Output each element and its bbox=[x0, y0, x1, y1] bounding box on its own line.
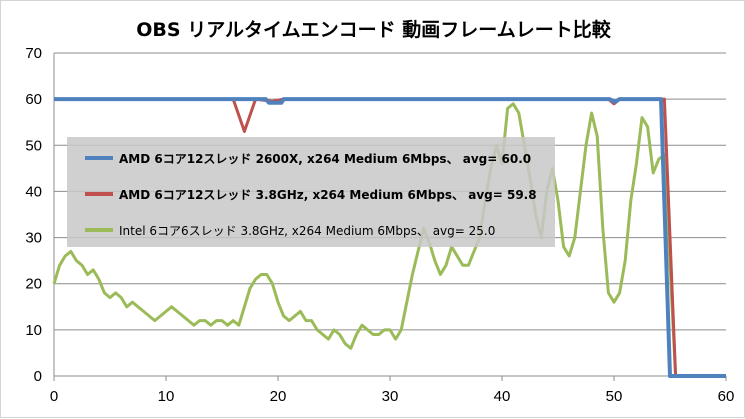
legend-label-2: AMD 6コア12スレッド 3.8GHz, x264 Medium 6Mbps、… bbox=[119, 188, 537, 202]
x-tick-label: 0 bbox=[50, 388, 58, 405]
series-line-3 bbox=[52, 102, 726, 378]
y-tick-label: 20 bbox=[25, 276, 42, 293]
y-tick-label: 60 bbox=[25, 91, 42, 108]
y-tick-label: 50 bbox=[25, 137, 42, 154]
x-tick-label: 40 bbox=[494, 388, 511, 405]
x-tick-label: 50 bbox=[606, 388, 623, 405]
x-tick-label: 20 bbox=[270, 388, 287, 405]
y-tick-label: 70 bbox=[25, 45, 42, 62]
x-tick-label: 30 bbox=[382, 388, 399, 405]
x-tick-label: 60 bbox=[718, 388, 735, 405]
chart-title: OBS リアルタイムエンコード 動画フレームレート比較 bbox=[136, 19, 611, 41]
x-tick-label: 10 bbox=[158, 388, 175, 405]
y-tick-label: 10 bbox=[25, 322, 42, 339]
legend-box bbox=[67, 137, 555, 247]
y-tick-label: 0 bbox=[34, 368, 42, 385]
legend-label-3: Intel 6コア6スレッド 3.8GHz, x264 Medium 6Mbps… bbox=[119, 224, 495, 238]
legend-label-1: AMD 6コア12スレッド 2600X, x264 Medium 6Mbps、 … bbox=[119, 152, 531, 166]
series-line-1 bbox=[54, 97, 726, 378]
y-tick-label: 30 bbox=[25, 230, 42, 247]
y-tick-label: 40 bbox=[25, 183, 42, 200]
